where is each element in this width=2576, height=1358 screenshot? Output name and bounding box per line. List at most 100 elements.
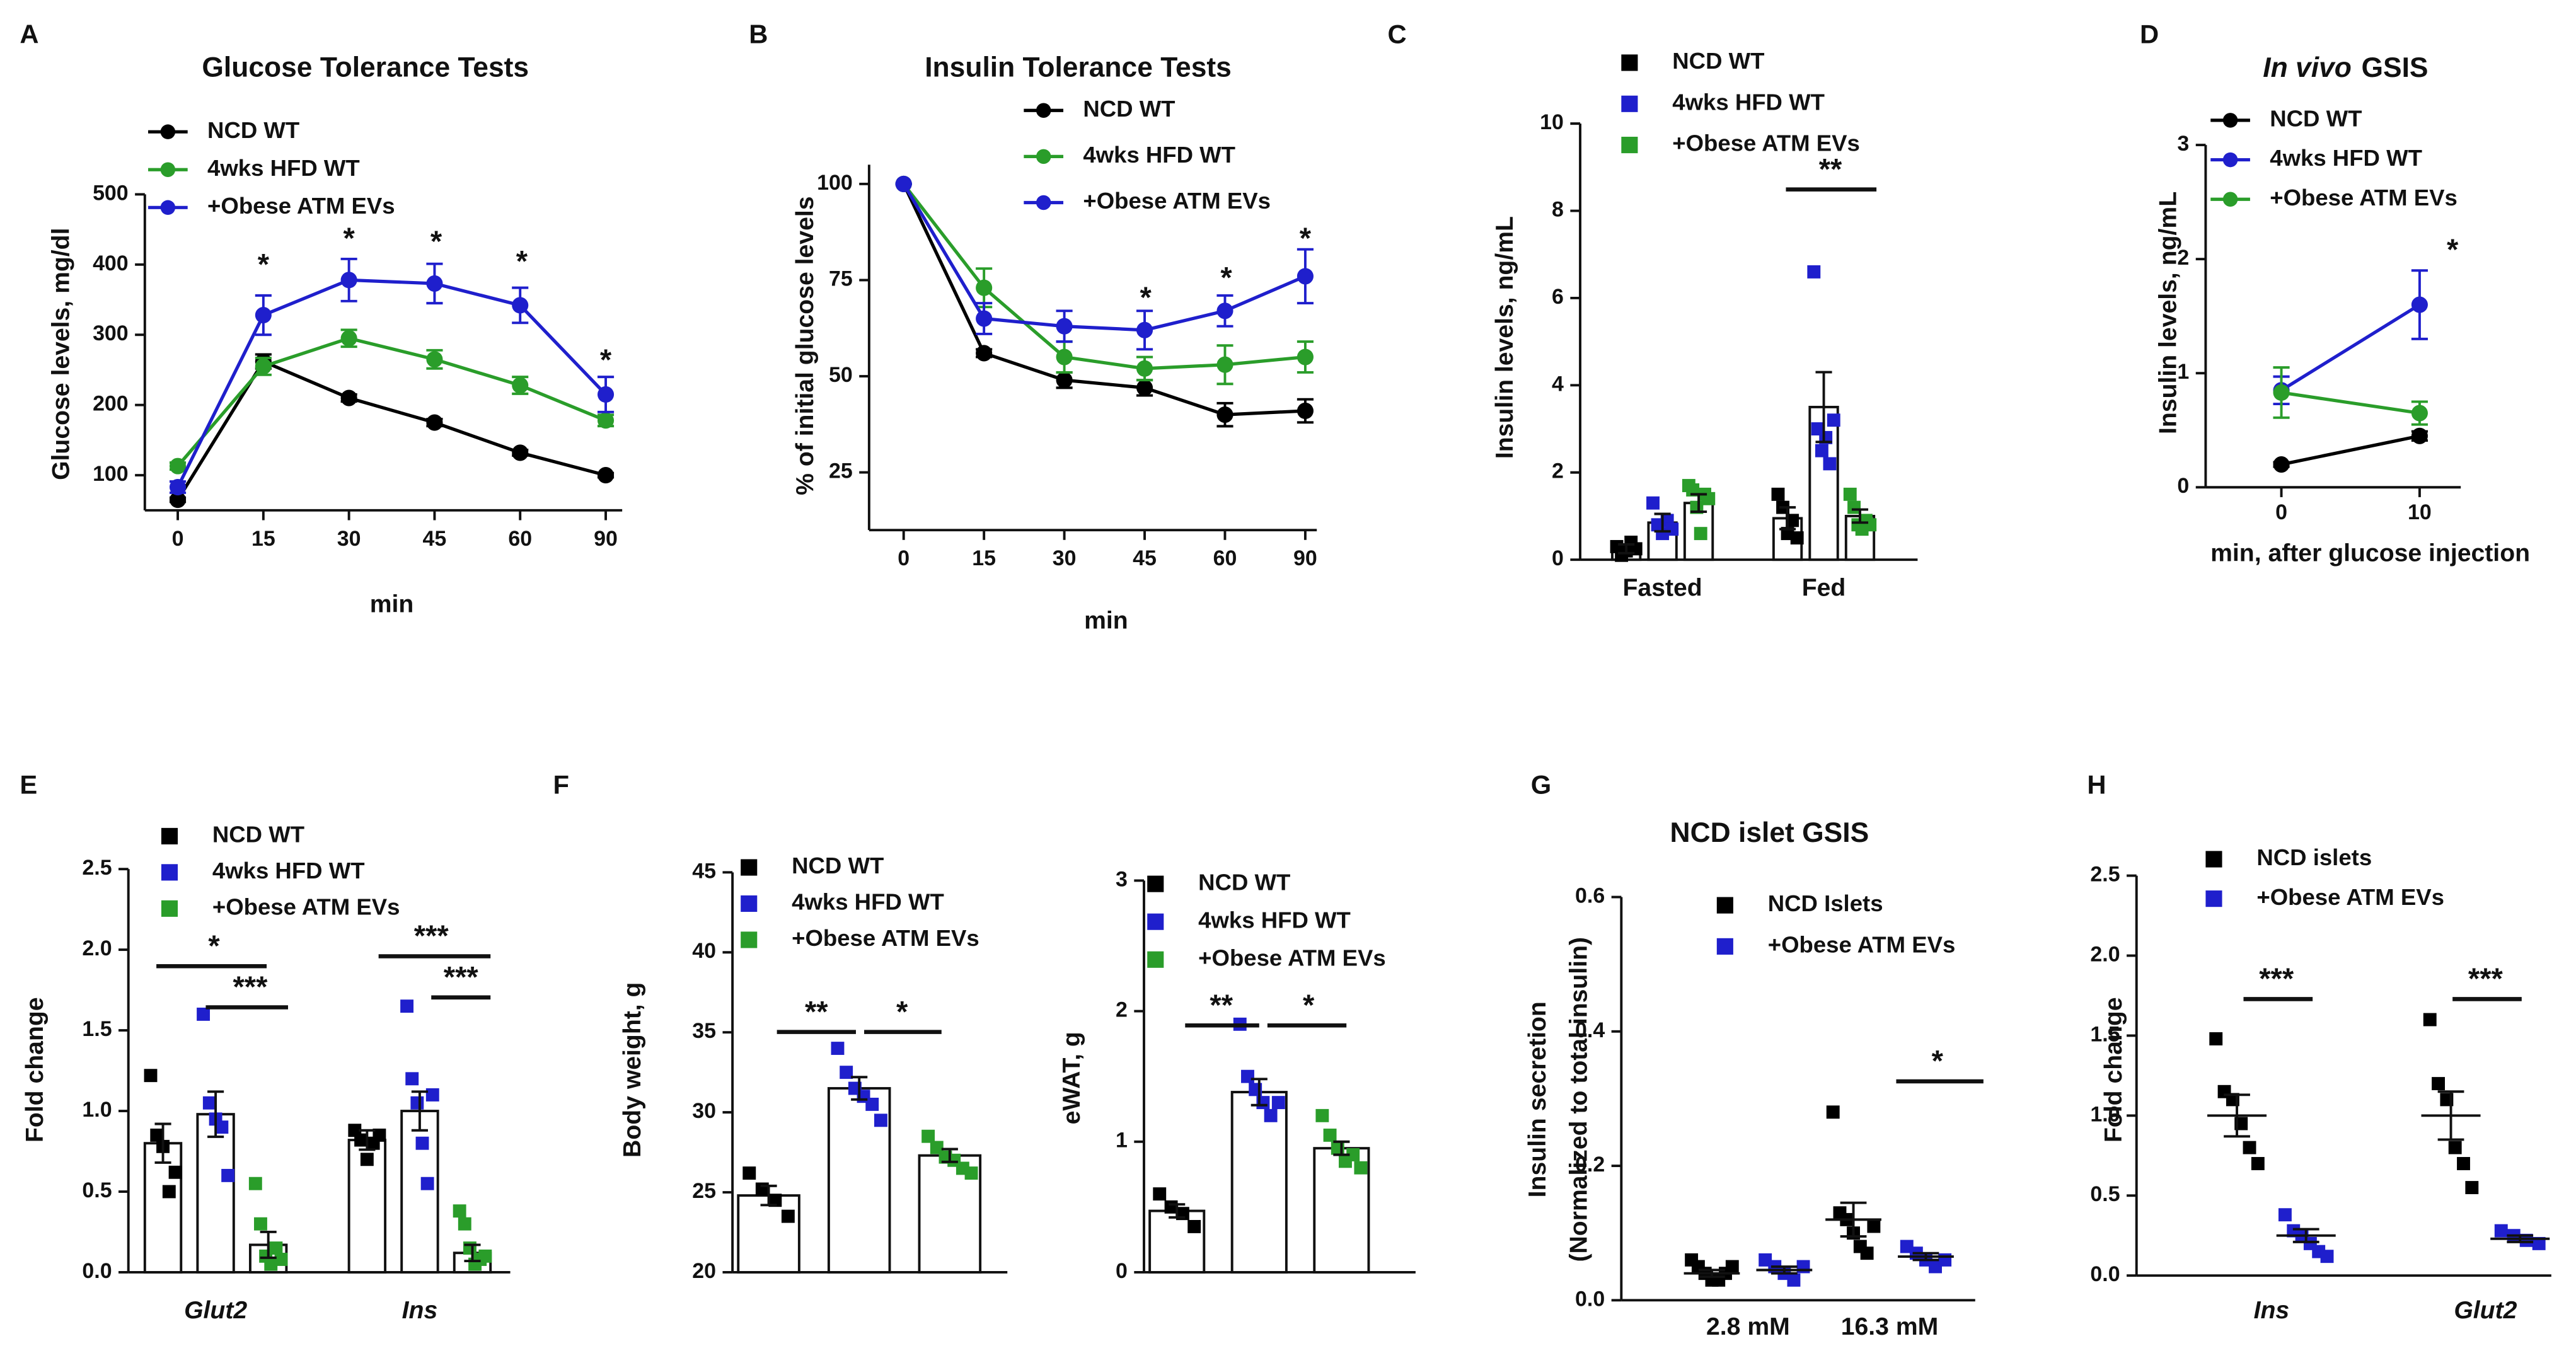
- data-point: [169, 478, 187, 496]
- legend-marker: [1621, 54, 1638, 71]
- data-point: [768, 1194, 782, 1207]
- y-tick-label: 3: [1116, 867, 1128, 891]
- y-tick-label: 1.5: [2090, 1022, 2120, 1046]
- x-tick-label: 30: [337, 527, 361, 551]
- x-tick-label: 45: [1133, 546, 1157, 570]
- legend-label: 4wks HFD WT: [1198, 907, 1351, 933]
- y-axis-label: Insulin levels, ng/mL: [2154, 192, 2181, 434]
- legend-marker: [741, 931, 758, 948]
- data-point: [410, 1096, 424, 1110]
- data-point: [840, 1066, 853, 1079]
- data-point: [831, 1042, 845, 1056]
- x-tick-label: 15: [251, 527, 275, 551]
- data-point: [781, 1209, 795, 1223]
- y-tick-label: 200: [93, 392, 129, 416]
- data-point: [1216, 302, 1233, 319]
- data-point: [2273, 456, 2290, 473]
- data-point: [597, 386, 615, 403]
- significance: *: [430, 224, 442, 258]
- data-point: [1826, 1105, 1840, 1119]
- y-tick-label: 0.5: [82, 1178, 112, 1202]
- data-point: [742, 1166, 756, 1180]
- data-point: [458, 1217, 471, 1231]
- data-point: [169, 457, 187, 475]
- data-point: [1863, 518, 1877, 532]
- x-tick-label: 60: [1213, 546, 1237, 570]
- data-point: [512, 444, 529, 461]
- data-point: [597, 412, 615, 429]
- data-point: [1216, 406, 1233, 423]
- data-point: [1786, 514, 1799, 527]
- legend-label: +Obese ATM EVs: [207, 193, 395, 219]
- significance: *: [1300, 221, 1312, 255]
- bar: [737, 1194, 800, 1274]
- panel-letter: G: [1531, 770, 1552, 800]
- y-tick-label: 0.0: [1575, 1287, 1605, 1311]
- y-tick-label: 1: [1116, 1129, 1128, 1153]
- data-point: [2465, 1181, 2479, 1195]
- y-tick-label: 1: [2177, 360, 2189, 384]
- legend-label: NCD WT: [1198, 869, 1290, 895]
- legend-label: 4wks HFD WT: [1672, 89, 1825, 115]
- x-tick-label: 16.3 mM: [1841, 1313, 1939, 1340]
- legend-marker: [1716, 938, 1733, 955]
- data-point: [2432, 1077, 2445, 1091]
- legend-marker: [2205, 851, 2222, 868]
- significance: *: [1303, 988, 1315, 1021]
- chart-title-text: GSIS: [2361, 52, 2428, 83]
- data-point: [269, 1241, 283, 1255]
- data-point: [512, 377, 529, 394]
- data-point: [1153, 1187, 1167, 1201]
- data-point: [340, 389, 357, 406]
- data-point: [895, 175, 912, 192]
- data-point: [755, 1182, 769, 1196]
- y-tick-label: 35: [692, 1019, 716, 1043]
- data-point: [150, 1128, 164, 1142]
- data-point: [2457, 1157, 2470, 1170]
- data-point: [874, 1113, 887, 1127]
- data-point: [1790, 531, 1804, 545]
- data-point: [340, 272, 357, 289]
- y-tick-label: 1.0: [82, 1098, 112, 1122]
- data-point: [1847, 500, 1861, 514]
- y-axis-label: Fold change: [2100, 997, 2127, 1142]
- data-point: [1264, 1108, 1278, 1122]
- significance: *: [1220, 261, 1232, 294]
- significance: *: [2447, 233, 2459, 266]
- legend-label: +Obese ATM EVs: [1198, 945, 1386, 970]
- y-tick-label: 0.4: [1575, 1018, 1605, 1042]
- data-point: [1346, 1148, 1360, 1161]
- significance: ***: [2468, 962, 2504, 995]
- chart-title-italic: In vivo: [2263, 52, 2352, 83]
- chart-title: Insulin Tolerance Tests: [925, 52, 1232, 83]
- y-tick-label: 25: [692, 1179, 716, 1203]
- x-tick-label: 15: [972, 546, 996, 570]
- legend-marker: [2205, 890, 2222, 907]
- series-line: [902, 183, 1306, 332]
- data-point: [2448, 1141, 2462, 1154]
- legend-marker: [160, 124, 176, 139]
- x-tick-label: 45: [423, 527, 447, 551]
- significance: ***: [444, 960, 479, 994]
- legend-label: NCD islets: [2256, 844, 2372, 870]
- y-tick-label: 300: [93, 321, 129, 345]
- data-point: [1056, 318, 1073, 335]
- y-axis-label: (Normalized to total insulin): [1565, 937, 1592, 1262]
- legend-label: 4wks HFD WT: [212, 858, 365, 883]
- panel-letter: E: [20, 770, 37, 800]
- data-point: [976, 345, 993, 362]
- y-tick-label: 2.5: [82, 856, 112, 880]
- y-tick-label: 1.0: [2090, 1102, 2120, 1126]
- data-point: [420, 1177, 434, 1190]
- y-tick-label: 6: [1552, 285, 1564, 309]
- data-point: [144, 1069, 158, 1083]
- panel-letter: B: [749, 20, 768, 49]
- data-point: [478, 1249, 492, 1263]
- data-point: [2251, 1157, 2265, 1170]
- y-axis-label: Insulin secretion: [1524, 1001, 1551, 1197]
- chart-title: NCD islet GSIS: [1670, 817, 1869, 848]
- data-point: [976, 279, 993, 296]
- data-point: [1827, 413, 1840, 427]
- y-axis-label: Body weight, g: [619, 982, 646, 1158]
- data-point: [274, 1253, 288, 1266]
